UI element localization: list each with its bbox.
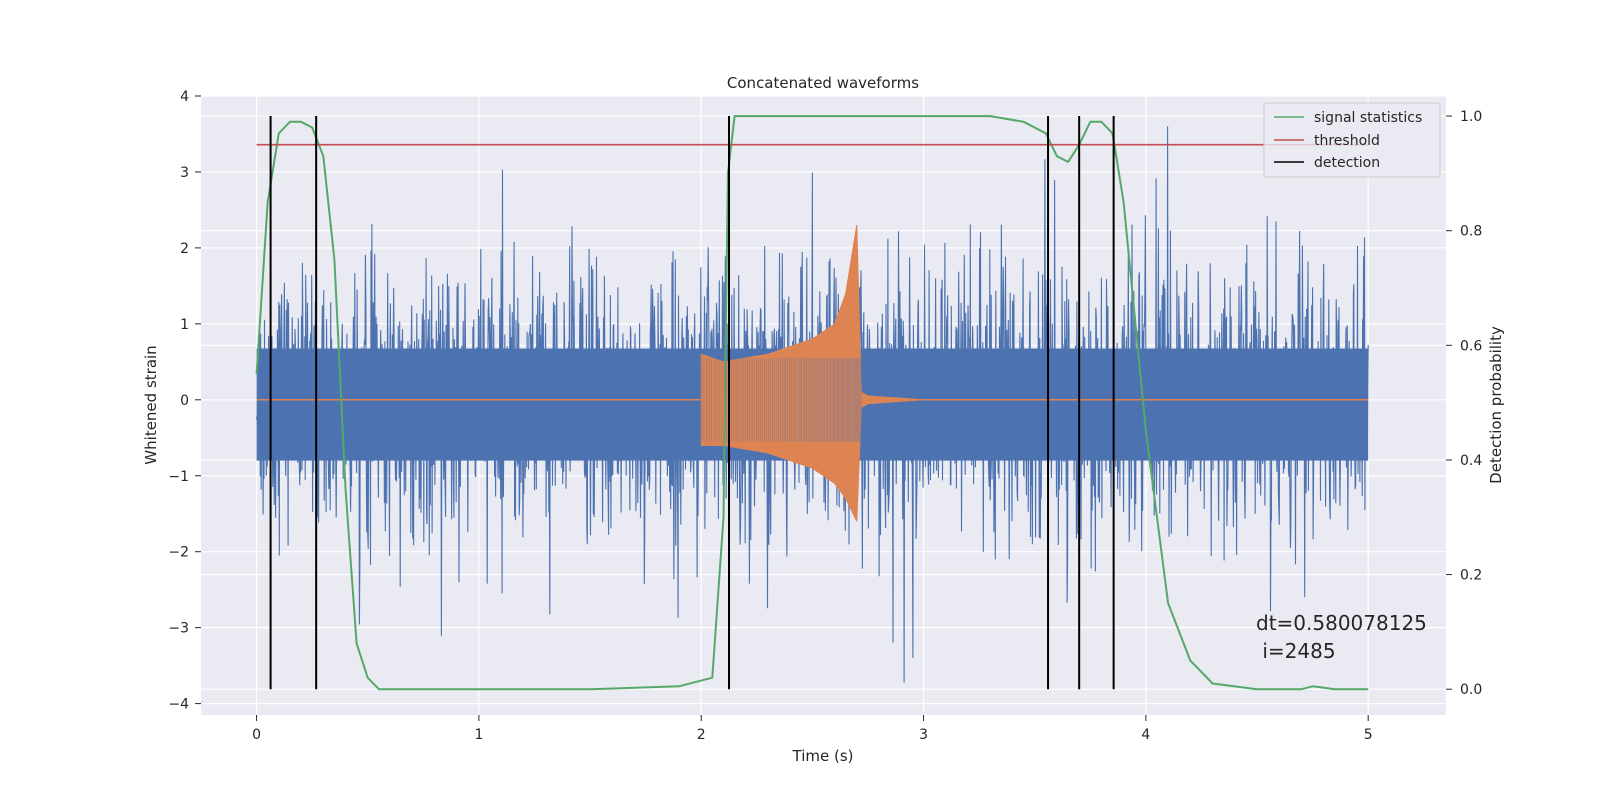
y-tick-label: −4 <box>168 697 189 713</box>
annotation-line-1: dt=0.580078125 <box>1256 611 1427 635</box>
y2-tick-label: 0.0 <box>1460 682 1482 698</box>
y2-tick-label: 1.0 <box>1460 109 1482 125</box>
x-tick-label: 3 <box>919 727 928 743</box>
annotation: dt=0.580078125 i=2485 <box>1256 611 1427 663</box>
signal-statistics-series <box>255 115 1369 691</box>
y-tick-label: 3 <box>180 165 189 181</box>
x-tick-label: 1 <box>474 727 483 743</box>
y-tick-label: 0 <box>180 393 189 409</box>
chart-title: Concatenated waveforms <box>727 74 919 92</box>
injection-series <box>256 225 1369 522</box>
y-tick-label: 1 <box>180 317 189 333</box>
y2-tick-label: 0.2 <box>1460 568 1482 584</box>
y-tick-label: −2 <box>168 545 189 561</box>
x-tick-label: 5 <box>1364 727 1373 743</box>
y-axis-label: Whitened strain <box>142 345 160 464</box>
detection-series <box>269 116 1115 690</box>
injection-oscillation <box>700 358 862 442</box>
legend-box <box>1263 102 1441 178</box>
signal-statistics-line <box>255 115 1369 691</box>
legend: signal statistics threshold detection <box>1263 102 1441 178</box>
legend-label-signal-statistics: signal statistics <box>1314 110 1422 126</box>
legend-label-threshold: threshold <box>1314 133 1380 149</box>
y-tick-label: 2 <box>180 241 189 257</box>
x-tick-label: 0 <box>252 727 261 743</box>
y2-axis-label: Detection probability <box>1487 326 1505 484</box>
x-tick-label: 2 <box>697 727 706 743</box>
axes: 0 1 2 3 4 5 4 3 2 1 0 −1 −2 −3 −4 1.0 0.8 0.6 0.4 0.2 0.0 <box>168 89 1482 743</box>
injection-envelope <box>256 225 1369 522</box>
y-tick-label: 4 <box>180 89 189 105</box>
y-tick-label: −1 <box>168 469 189 485</box>
y2-tick-label: 0.6 <box>1460 338 1482 354</box>
y2-tick-label: 0.8 <box>1460 224 1482 240</box>
y-tick-label: −3 <box>168 621 189 637</box>
y2-tick-label: 0.4 <box>1460 453 1482 469</box>
legend-label-detection: detection <box>1314 155 1380 171</box>
x-tick-label: 4 <box>1141 727 1150 743</box>
x-axis-label: Time (s) <box>792 747 854 765</box>
annotation-line-2: i=2485 <box>1256 639 1336 663</box>
